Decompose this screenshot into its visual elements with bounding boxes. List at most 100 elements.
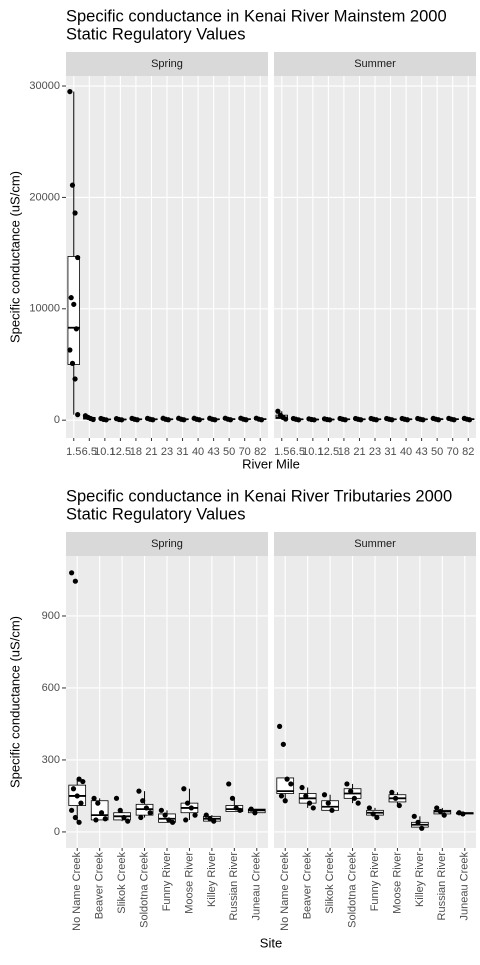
- point: [184, 800, 191, 806]
- point: [303, 793, 309, 799]
- x-tick-label: 40: [400, 446, 412, 458]
- point: [75, 412, 81, 418]
- point: [207, 816, 213, 822]
- x-tick-label: Moose River: [391, 852, 403, 914]
- x-tick-label: 12.5: [110, 446, 131, 458]
- point: [392, 795, 399, 801]
- x-tick-label: Russian River: [228, 852, 240, 921]
- facet-strip: [66, 52, 268, 76]
- point: [366, 805, 372, 811]
- x-tick-label: 70: [239, 446, 251, 458]
- point: [119, 417, 125, 423]
- point: [68, 295, 74, 301]
- point: [98, 810, 105, 816]
- point: [211, 818, 217, 824]
- point: [203, 812, 209, 818]
- facet-label: Spring: [151, 538, 183, 550]
- point: [69, 182, 76, 188]
- point: [296, 417, 302, 423]
- point: [121, 814, 127, 821]
- x-tick-label: 82: [462, 446, 474, 458]
- point: [411, 813, 417, 819]
- point: [69, 360, 76, 366]
- x-tick-label: 1.5: [274, 446, 289, 458]
- x-tick-label: 31: [384, 446, 396, 458]
- point: [134, 417, 140, 423]
- x-tick-label: Beaver Creek: [302, 852, 314, 920]
- y-tick-label: 20000: [29, 191, 60, 203]
- point: [434, 805, 440, 811]
- x-tick-label: 6.5: [290, 446, 305, 458]
- x-tick-label: 50: [431, 446, 443, 458]
- point: [310, 805, 316, 811]
- point: [67, 88, 73, 95]
- facet-strip: [274, 532, 476, 556]
- point: [283, 416, 289, 422]
- point: [258, 417, 265, 423]
- x-tick-label: Moose River: [183, 852, 195, 914]
- x-tick-label: Beaver Creek: [94, 852, 106, 920]
- chart-subtitle: Static Regulatory Values: [66, 25, 245, 43]
- y-axis-label: Specific conductance (uS/cm): [7, 171, 22, 343]
- point: [170, 819, 176, 825]
- point: [196, 417, 202, 423]
- x-tick-label: Killey River: [414, 852, 426, 907]
- x-tick-label: 43: [207, 446, 219, 458]
- x-tick-label: Killey River: [206, 852, 218, 907]
- point: [102, 816, 108, 822]
- point: [73, 326, 79, 332]
- point: [321, 792, 328, 798]
- point: [373, 417, 379, 423]
- point: [355, 800, 361, 806]
- x-tick-label: 50: [223, 446, 235, 458]
- point: [306, 800, 313, 806]
- point: [212, 417, 218, 423]
- point: [466, 417, 473, 423]
- x-tick-label: Soldotna Creek: [346, 852, 358, 928]
- point: [348, 788, 354, 794]
- x-tick-label: 43: [415, 446, 427, 458]
- point: [69, 807, 75, 813]
- point: [74, 793, 80, 799]
- x-tick-label: 21: [145, 446, 157, 458]
- point: [396, 802, 402, 809]
- point: [136, 788, 142, 794]
- facet-strip: [274, 52, 476, 76]
- point: [280, 741, 286, 747]
- facet-label: Spring: [151, 58, 183, 70]
- point: [278, 793, 285, 799]
- point: [299, 784, 305, 791]
- x-tick-label: 10.1: [302, 446, 323, 458]
- point: [435, 417, 442, 423]
- point: [277, 723, 283, 729]
- point: [71, 301, 77, 307]
- x-tick-label: Juneau Creek: [459, 852, 471, 921]
- point: [140, 798, 146, 804]
- x-tick-label: 82: [254, 446, 266, 458]
- point: [90, 416, 96, 423]
- point: [252, 810, 258, 816]
- point: [150, 417, 156, 423]
- point: [233, 805, 239, 811]
- point: [165, 417, 171, 423]
- x-tick-label: Funny River: [161, 852, 173, 912]
- point: [76, 776, 82, 782]
- x-axis-label: Site: [260, 935, 282, 950]
- point: [370, 811, 376, 817]
- x-tick-label: No Name Creek: [279, 852, 291, 931]
- point: [113, 795, 120, 801]
- x-tick-label: Russian River: [436, 852, 448, 921]
- point: [311, 417, 317, 423]
- point: [389, 789, 395, 795]
- point: [243, 417, 249, 423]
- x-tick-label: 23: [369, 446, 381, 458]
- y-tick-label: 900: [42, 610, 60, 622]
- point: [325, 800, 331, 806]
- point: [420, 417, 426, 423]
- facet-label: Summer: [354, 58, 396, 70]
- point: [351, 795, 358, 801]
- point: [181, 786, 187, 792]
- point: [95, 800, 101, 806]
